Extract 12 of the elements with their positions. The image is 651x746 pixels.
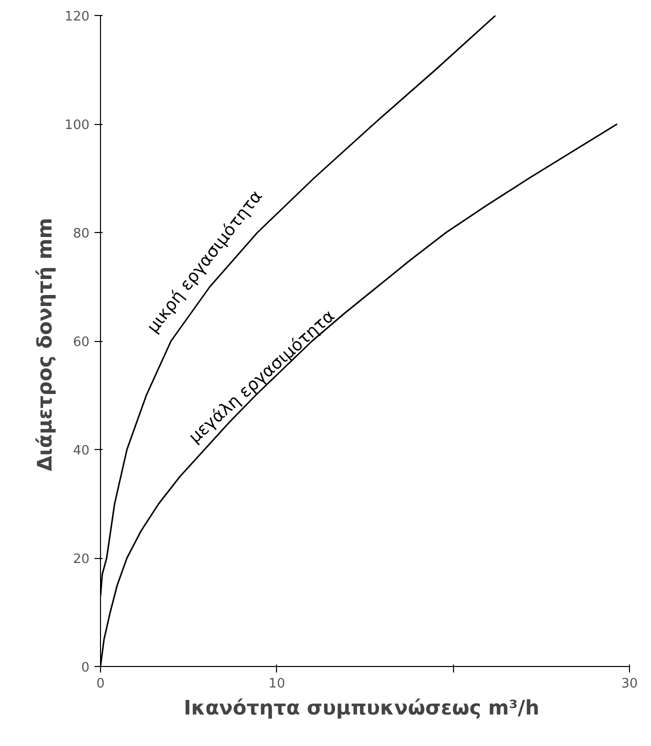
- y-tick-label: 100: [64, 118, 90, 133]
- y-tick-label: 20: [72, 552, 90, 567]
- y-tick-label: 0: [81, 660, 90, 676]
- y-tick-label: 80: [72, 226, 90, 242]
- x-axis-title: Ικανότητα συμπυκνώσεως m³/h: [184, 696, 540, 720]
- y-tick-label: 40: [72, 444, 90, 458]
- x-tick-label: 0: [96, 676, 105, 692]
- y-tick-label: 120: [64, 10, 90, 24]
- y-tick-label: 60: [72, 335, 90, 350]
- x-tick-label: 30: [621, 676, 638, 692]
- y-axis-title: Διάμετρος δονητή mm: [32, 218, 57, 472]
- x-tick-label: 10: [268, 676, 286, 692]
